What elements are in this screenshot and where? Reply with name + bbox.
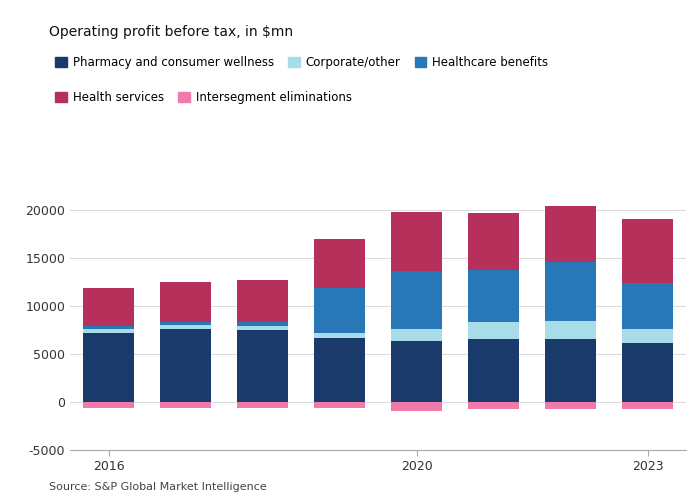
Bar [545,402,596,408]
Bar [160,282,211,322]
Bar [468,322,519,340]
Bar [468,340,519,402]
Bar [391,212,442,271]
Bar [391,342,442,402]
Text: Source: S&P Global Market Intelligence: Source: S&P Global Market Intelligence [49,482,267,492]
Bar [314,332,365,338]
Legend: Health services, Intersegment eliminations: Health services, Intersegment eliminatio… [55,91,351,104]
Bar [314,338,365,402]
Bar [237,326,288,330]
Legend: Pharmacy and consumer wellness, Corporate/other, Healthcare benefits: Pharmacy and consumer wellness, Corporat… [55,56,549,69]
Bar [160,329,211,402]
Bar [468,402,519,408]
Bar [545,321,596,340]
Text: Operating profit before tax, in $mn: Operating profit before tax, in $mn [49,25,293,39]
Bar [237,330,288,402]
Bar [314,402,365,408]
Bar [160,402,211,408]
Bar [622,344,673,402]
Bar [622,219,673,282]
Bar [391,271,442,329]
Bar [237,402,288,408]
Bar [83,402,134,408]
Bar [391,329,442,342]
Bar [83,330,134,332]
Bar [622,282,673,329]
Bar [314,288,365,333]
Bar [468,214,519,270]
Bar [83,332,134,402]
Bar [545,206,596,262]
Bar [468,270,519,322]
Bar [545,262,596,321]
Bar [622,329,673,344]
Bar [83,288,134,327]
Bar [391,402,442,410]
Bar [622,402,673,408]
Bar [160,322,211,326]
Bar [237,280,288,322]
Bar [314,240,365,288]
Bar [545,340,596,402]
Bar [160,326,211,329]
Bar [83,326,134,330]
Bar [237,322,288,326]
